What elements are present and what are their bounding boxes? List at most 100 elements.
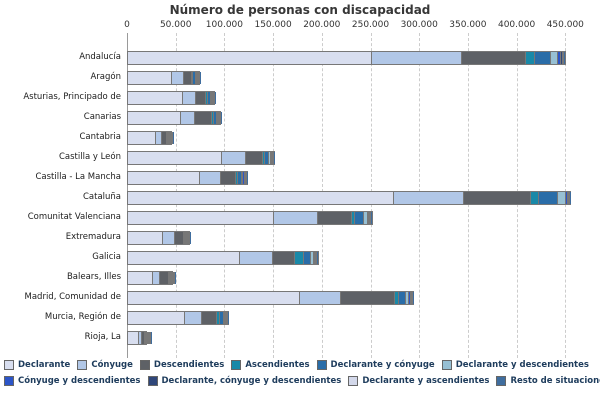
legend-swatch-icon [147,376,158,386]
bar-segment [188,232,190,244]
bar-segment [173,272,175,284]
bar-segment [128,192,394,204]
x-tick-label: 100.000 [205,20,243,30]
legend-item: Descendientes [139,360,224,370]
bar-segment [244,172,246,184]
bar-segment [163,232,175,244]
bar-segment [568,192,570,204]
legend-swatch-icon [316,360,327,370]
legend-item: Ascendientes [231,360,310,370]
bar-segment [393,192,465,204]
legend-row: Cónyuge y descendientes Declarante, cónyu… [4,376,600,386]
bar-segment [220,172,237,184]
bar-segment [195,72,197,84]
bar-segment [213,112,217,124]
bar-segment [216,112,218,124]
bar-castilla-y-le-n [127,151,276,165]
legend-swatch-icon [348,376,359,386]
bar-segment [148,332,150,344]
bar-segment [205,92,208,104]
legend-label: Resto de situaciones [510,376,600,386]
bar-segment [207,92,211,104]
bar-segment [192,72,194,84]
x-tick-label: 450.000 [546,20,584,30]
bar-segment [150,332,152,344]
bar-segment [412,292,414,304]
bar-segment [241,172,244,184]
bar-segment [220,112,222,124]
bar-segment [270,152,272,164]
bar-segment [531,192,539,204]
bar-segment [198,72,200,84]
bar-segment [462,52,527,64]
x-tick-label: 300.000 [400,20,438,30]
bar-segment [171,72,185,84]
category-label: Rioja, La [84,332,121,342]
bar-segment [245,152,264,164]
bar-segment [273,252,295,264]
bar-segment [182,92,197,104]
bar-segment [196,72,198,84]
category-label: Madrid, Comunidad de [24,292,121,302]
bar-segment [197,72,199,84]
category-label: Castilla y León [58,152,121,162]
bar-segment [236,172,239,184]
x-tick-label: 400.000 [497,20,536,30]
bar-segment [409,292,411,304]
legend-swatch-icon [139,360,150,370]
bar-segment [367,212,370,224]
category-label: Andalucía [79,52,121,62]
bar-segment [271,152,273,164]
bar-segment [245,172,247,184]
bar-segment [214,92,216,104]
bar-segment [168,272,170,284]
bar-segment [128,112,181,124]
bar-segment [557,52,562,64]
bar-segment [212,92,214,104]
legend-swatch-icon [231,360,242,370]
x-tick-label: 50.000 [159,20,192,30]
category-label: Asturias, Principado de [23,92,121,102]
bar-segment [184,232,187,244]
legend-label: Ascendientes [245,360,310,370]
bar-cantabria [127,131,175,145]
bar-segment [172,272,174,284]
bar-segment [128,132,157,144]
category-label: Cantabria [79,132,121,142]
bar-segment [146,332,148,344]
bar-segment [311,252,314,264]
bar-segment [156,132,163,144]
bar-segment [196,92,206,104]
bar-balears-illes [127,271,177,285]
bar-segment [210,92,212,104]
category-label: Extremadura [65,232,121,242]
bar-segment [200,172,221,184]
bar-segment [169,272,172,284]
category-label: Murcia, Región de [44,312,121,322]
x-tick-label: 250.000 [351,20,390,30]
bar-segment [569,192,571,204]
legend-label: Declarante [18,360,71,370]
bar-segment [246,172,248,184]
bar-segment [128,72,172,84]
bar-segment [394,292,399,304]
bar-segment [162,132,167,144]
bar-segment [138,332,142,344]
bar-madrid-comunidad-de [127,291,415,305]
legend-row: Declarante Cónyuge Descendientes Ascendient… [4,360,589,370]
bar-segment [174,232,184,244]
bar-segment [195,112,212,124]
bar-segment [144,332,146,344]
bar-segment [371,52,463,64]
bar-galicia [127,251,319,265]
bar-segment [185,312,202,324]
bar-segment [263,152,266,164]
bar-arag-n [127,71,201,85]
legend-swatch-icon [4,360,14,370]
bar-segment [147,332,149,344]
bar-segment [563,52,565,64]
legend-item: Declarante, cónyuge y descendientes [147,376,341,386]
bar-segment [243,172,245,184]
bar-segment [526,52,536,64]
bar-segment [128,332,139,344]
